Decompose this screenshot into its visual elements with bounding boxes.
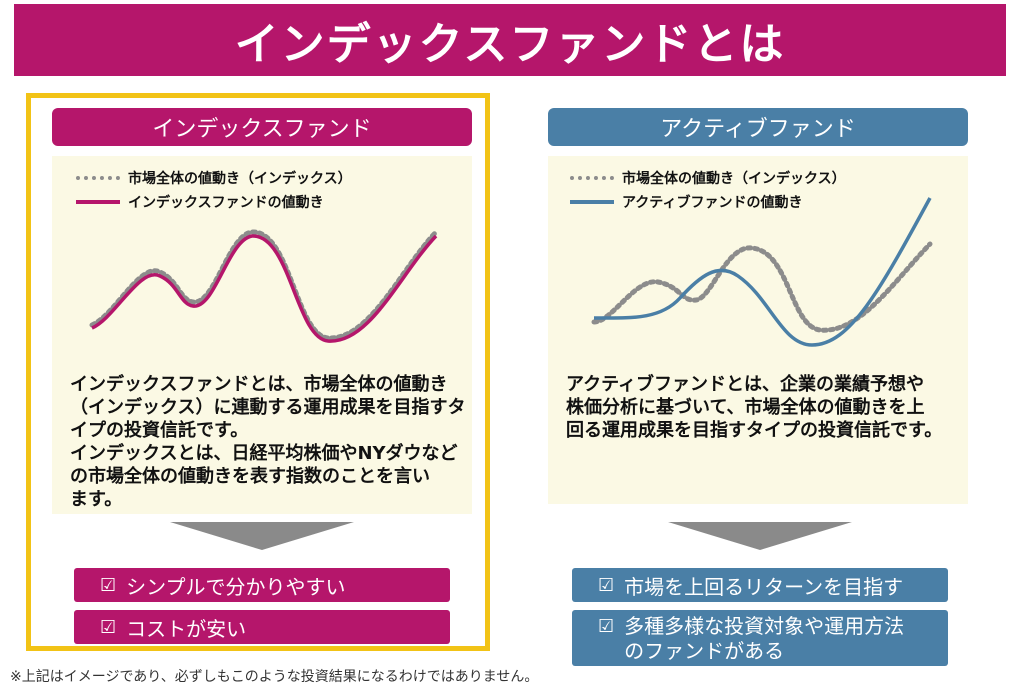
- benefit-line: のファンドがある: [624, 639, 785, 663]
- benefit-label: シンプルで分かりやすい: [126, 574, 346, 599]
- down-arrow-icon: [170, 522, 354, 550]
- index-fund-panel: [52, 156, 472, 514]
- legend-label: 市場全体の値動き（インデックス）: [128, 171, 352, 187]
- checkbox-icon: ☑: [100, 574, 117, 596]
- dotted-line-swatch: [76, 176, 120, 180]
- index-benefit-simple: ☑ シンプルで分かりやすい: [74, 568, 450, 602]
- index-legend-fund: インデックスファンドの値動き: [76, 192, 324, 212]
- index-benefit-low-cost: ☑ コストが安い: [74, 610, 450, 644]
- benefit-line: 多種多様な投資対象や運用方法: [624, 614, 905, 638]
- active-legend-market: 市場全体の値動き（インデックス）: [570, 168, 846, 188]
- description-line: インデックスファンドとは、市場全体の値動き: [70, 374, 448, 395]
- index-market-curve: [89, 229, 439, 341]
- description-line: アクティブファンドとは、企業の業績予想や: [566, 374, 925, 395]
- active-fund-curve: [593, 197, 932, 347]
- description-line: ます。: [70, 489, 123, 510]
- disclaimer-footnote: ※上記はイメージであり、必ずしもこのような投資結果になるわけではありません。: [10, 669, 539, 685]
- legend-label: 市場全体の値動き（インデックス）: [622, 171, 846, 187]
- solid-line-swatch: [570, 200, 614, 204]
- legend-label: インデックスファンドの値動き: [128, 195, 324, 211]
- description-line: イプの投資信託です。: [70, 420, 249, 441]
- active-legend-fund: アクティブファンドの値動き: [570, 192, 802, 212]
- benefit-label: 多種多様な投資対象や運用方法 のファンドがある: [624, 614, 904, 664]
- description-line: インデックスとは、日経平均株価やNYダウなど: [70, 443, 458, 464]
- page-title: インデックスファンドとは: [14, 4, 1006, 76]
- description-line: 株価分析に基づいて、市場全体の値動きを上: [566, 397, 925, 418]
- active-benefit-return: ☑ 市場を上回るリターンを目指す: [572, 568, 948, 602]
- description-line: （インデックス）に連動する運用成果を目指すタ: [70, 397, 466, 418]
- highlight-frame: [26, 93, 490, 651]
- active-fund-header: アクティブファンド: [548, 108, 968, 146]
- index-description: インデックスファンドとは、市場全体の値動き （インデックス）に連動する運用成果を…: [70, 373, 465, 511]
- checkbox-icon: ☑: [598, 574, 615, 596]
- description-line: の市場全体の値動きを表す指数のことを言い: [70, 466, 430, 487]
- active-benefit-variety: ☑ 多種多様な投資対象や運用方法 のファンドがある: [572, 610, 948, 666]
- checkbox-icon: ☑: [100, 616, 117, 638]
- index-fund-curve: [91, 234, 438, 343]
- index-fund-header: インデックスファンド: [52, 108, 472, 146]
- benefit-label: 市場を上回るリターンを目指す: [624, 574, 904, 599]
- dotted-line-swatch: [570, 176, 614, 180]
- down-arrow-icon: [668, 522, 852, 550]
- description-line: 回る運用成果を目指すタイプの投資信託です。: [566, 420, 943, 441]
- solid-line-swatch: [76, 200, 120, 204]
- legend-label: アクティブファンドの値動き: [622, 195, 803, 211]
- benefit-label: コストが安い: [126, 616, 247, 641]
- checkbox-icon: ☑: [598, 616, 615, 637]
- active-description: アクティブファンドとは、企業の業績予想や 株価分析に基づいて、市場全体の値動きを…: [566, 373, 942, 442]
- index-legend-market: 市場全体の値動き（インデックス）: [76, 168, 352, 188]
- active-fund-panel: [548, 156, 968, 504]
